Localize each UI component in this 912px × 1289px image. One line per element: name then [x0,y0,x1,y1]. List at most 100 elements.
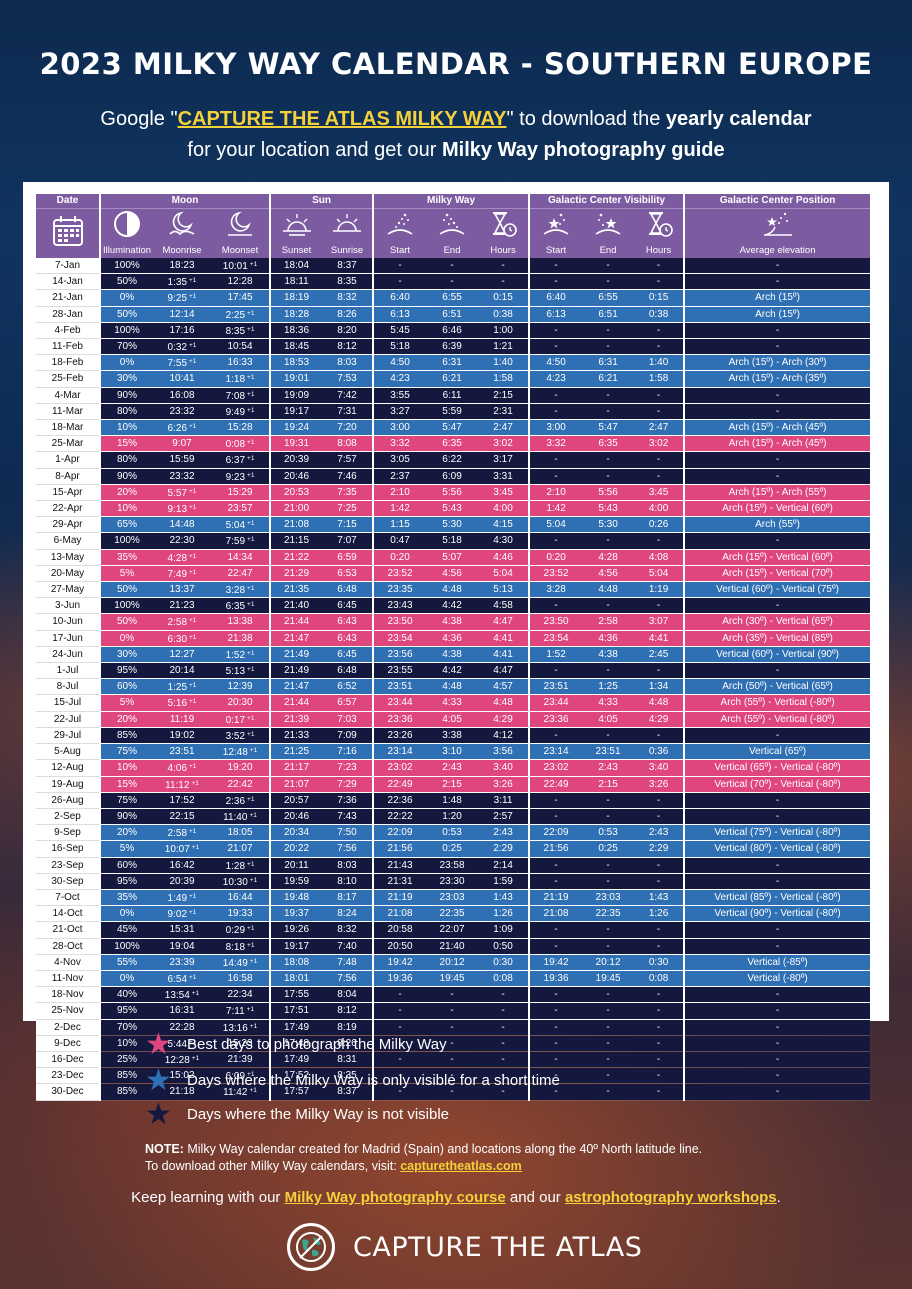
cell-gc-start: 19:36 [528,970,583,988]
cell-moonset: 7:11 +1 [211,1002,271,1020]
table-row: 24-Jun 30% 12:27 1:52 +1 21:49 6:45 23:56 4:38 4:… [36,646,870,664]
cell-sunset: 19:59 [269,873,323,890]
cell-gc-hours: - [634,921,685,939]
cell-mw-hours: 1:43 [478,889,530,907]
cell-date: 20-May [36,565,100,583]
cell-mw-end: 4:48 [426,581,479,599]
col-gc-end: End [582,244,635,258]
cell-moonrise: 18:23 [153,258,211,275]
cell-gc-end: 4:28 [582,549,635,566]
table-row: 2-Sep 90% 22:15 11:40 +1 20:46 7:43 22:22 1:20 2:… [36,808,870,826]
cell-date: 28-Jan [36,306,100,323]
cell-mw-end: 4:33 [426,694,479,712]
cell-illumination: 40% [99,986,153,1004]
cell-moonrise: 13:54 +1 [153,986,211,1004]
cell-moonset: 11:42 +1 [211,1083,271,1101]
cell-gc-end: - [582,857,635,874]
cell-mw-end: 6:21 [426,370,479,388]
cell-sunrise: 8:04 [322,986,374,1004]
cell-mw-end: 4:38 [426,646,479,664]
search-term-link[interactable]: CAPTURE THE ATLAS MILKY WAY [177,108,507,130]
cell-sunset: 21:17 [269,759,323,777]
cell-mw-hours: 4:41 [478,630,530,647]
legend-none: ★ Days where the Milky Way is not visible [145,1100,449,1130]
cell-mw-start: 23:50 [372,613,427,631]
cell-moonset: 11:40 +1 [211,808,271,826]
cell-gc-hours: 5:04 [634,565,685,583]
cell-mw-hours: 2:57 [478,808,530,826]
cell-gc-position: Arch (35º) - Vertical (85º) [683,630,870,647]
note: NOTE: Milky Way calendar created for Mad… [145,1141,702,1175]
cell-gc-position: Vertical (65º) [683,743,870,761]
cell-gc-end: 2:43 [582,759,635,777]
cell-gc-start: - [528,1067,583,1085]
cell-sunset: 19:01 [269,370,323,388]
cell-mw-end: 2:15 [426,776,479,793]
milky-way-hours-icon [478,207,530,244]
cell-gc-hours: - [634,986,685,1004]
keep-text: . [776,1189,781,1206]
cell-gc-position: Arch (15º) - Arch (45º) [683,435,870,453]
cell-mw-hours: 3:40 [478,759,530,777]
cell-mw-start: 23:36 [372,711,427,728]
cell-mw-hours: 4:12 [478,727,530,745]
cell-gc-hours: 0:38 [634,306,685,323]
cell-illumination: 50% [99,581,153,599]
cell-sunrise: 8:32 [322,921,374,939]
workshops-link[interactable]: astrophotography workshops [564,1189,777,1206]
table-row: 21-Oct 45% 15:31 0:29 +1 19:26 8:32 20:58 22:07 1… [36,921,870,939]
cell-gc-end: 6:21 [582,370,635,388]
cell-mw-hours: 4:47 [478,613,530,631]
cell-gc-position: - [683,1067,870,1085]
cell-gc-position: - [683,403,870,421]
cell-date: 19-Aug [36,776,100,793]
cell-illumination: 35% [99,549,153,566]
cell-gc-position: - [683,468,870,485]
cell-mw-start: 21:43 [372,857,427,874]
cell-gc-end: 6:31 [582,354,635,372]
cell-date: 7-Oct [36,889,100,907]
cell-sunrise: 8:24 [322,905,374,923]
cell-mw-hours: 3:11 [478,792,530,809]
cell-gc-start: - [528,451,583,469]
cell-mw-hours: 0:30 [478,954,530,971]
cell-illumination: 90% [99,808,153,826]
cell-gc-hours: - [634,1067,685,1085]
cell-gc-hours: - [634,792,685,809]
website-link[interactable]: capturetheatlas.com [400,1159,522,1173]
cell-gc-start: - [528,727,583,745]
cell-moonrise: 12:14 [153,306,211,323]
cell-gc-end: - [582,727,635,745]
cell-date: 8-Apr [36,468,100,485]
subtitle-bold: Milky Way photography guide [442,139,725,161]
cell-sunset: 18:11 [269,273,323,291]
course-link[interactable]: Milky Way photography course [284,1189,506,1206]
cell-moonset: 21:07 [211,840,271,858]
cell-gc-position: - [683,938,870,955]
cell-mw-end: 5:18 [426,532,479,550]
cell-gc-end: - [582,403,635,421]
cell-gc-position: - [683,322,870,340]
cell-gc-end: - [582,322,635,340]
table-row: 30-Sep 95% 20:39 10:30 +1 19:59 8:10 21:31 23:30… [36,873,870,890]
cell-moonset: 9:23 +1 [211,468,271,485]
cell-mw-end: 22:35 [426,905,479,923]
cell-mw-hours: - [478,1019,530,1036]
cell-gc-hours: - [634,468,685,485]
table-row: 29-Apr 65% 14:48 5:04 +1 21:08 7:15 1:15 5:30 4:1… [36,516,870,534]
cell-mw-hours: - [478,1051,530,1069]
cell-mw-hours: 4:30 [478,532,530,550]
table-row: 25-Mar 15% 9:07 0:08 +1 19:31 8:08 3:32 6:35 3:02… [36,435,870,453]
cell-sunrise: 7:09 [322,727,374,745]
cell-moonset: 9:49 +1 [211,403,271,421]
cell-illumination: 0% [99,630,153,647]
cell-moonrise: 23:32 [153,468,211,485]
cell-date: 30-Sep [36,873,100,890]
cell-gc-hours: - [634,873,685,890]
cell-mw-start: 22:09 [372,824,427,842]
cell-sunset: 17:49 [269,1051,323,1069]
cell-date: 15-Apr [36,484,100,502]
cell-gc-end: 5:30 [582,516,635,534]
cell-mw-end: 1:48 [426,792,479,809]
cell-mw-end: 6:22 [426,451,479,469]
